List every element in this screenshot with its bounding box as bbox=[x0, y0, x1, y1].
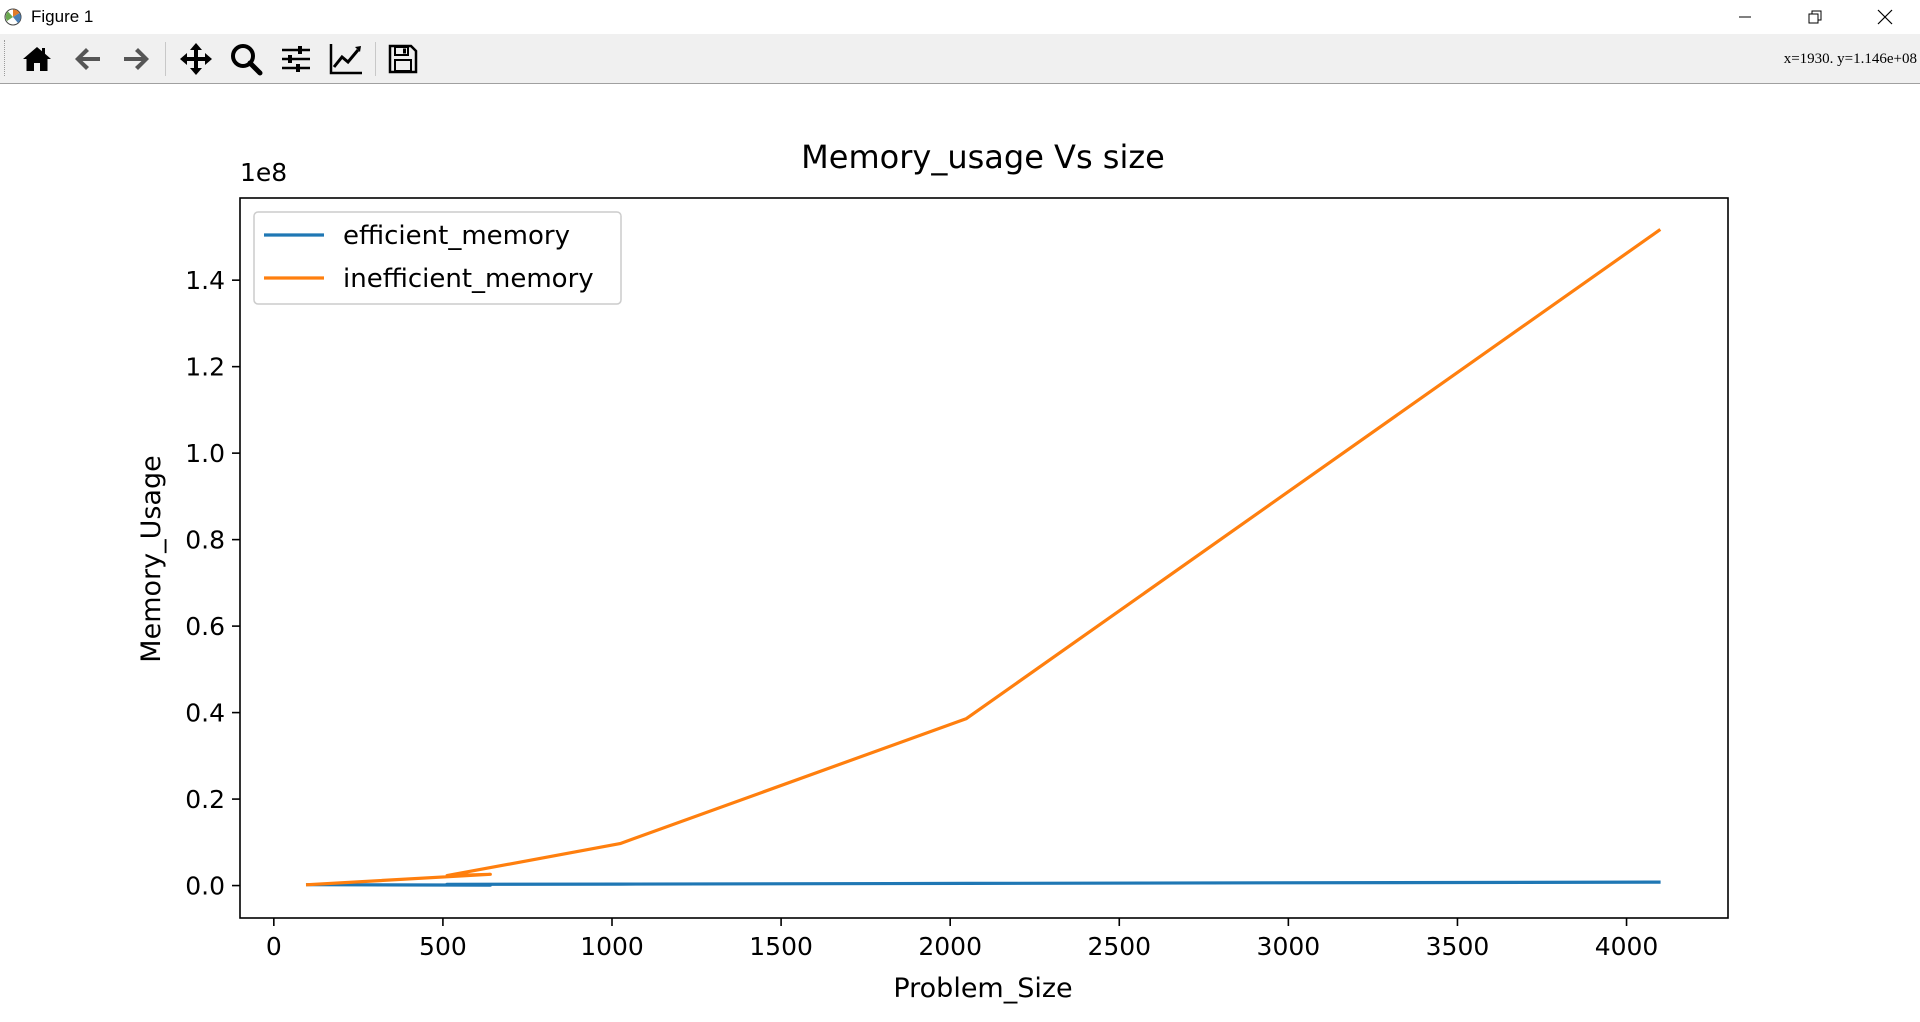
cursor-coordinates: x=1930. y=1.146e+08 bbox=[1783, 51, 1917, 67]
x-tick-label: 0 bbox=[266, 932, 282, 961]
x-tick-label: 500 bbox=[419, 932, 467, 961]
home-icon bbox=[23, 47, 51, 71]
minimize-icon bbox=[1739, 16, 1751, 18]
toolbar-separator bbox=[165, 42, 166, 76]
forward-button[interactable] bbox=[117, 39, 157, 79]
x-tick-label: 2500 bbox=[1087, 932, 1151, 961]
series-line-inefficient-memory bbox=[305, 228, 1662, 887]
home-button[interactable] bbox=[17, 39, 57, 79]
y-tick-label: 0.2 bbox=[185, 785, 225, 814]
y-tick-label: 0.4 bbox=[185, 699, 225, 728]
magnifier-icon bbox=[231, 44, 263, 76]
y-tick-label: 0.6 bbox=[185, 612, 225, 641]
restore-icon bbox=[1808, 10, 1822, 24]
legend: efficient_memory inefficient_memory bbox=[253, 211, 622, 305]
y-axis-label: Memory_Usage bbox=[136, 455, 167, 662]
x-tick-label: 1000 bbox=[580, 932, 644, 961]
chart-title: Memory_usage Vs size bbox=[801, 138, 1165, 176]
edit-axis-button[interactable] bbox=[326, 39, 366, 79]
legend-label: inefficient_memory bbox=[343, 264, 594, 294]
arrow-left-icon bbox=[75, 48, 100, 70]
back-button[interactable] bbox=[67, 39, 107, 79]
restore-button[interactable] bbox=[1780, 0, 1850, 34]
zoom-button[interactable] bbox=[226, 39, 266, 79]
legend-box bbox=[253, 211, 622, 305]
figure-canvas[interactable]: Memory_usage Vs size 1e8 0 500 1000 1500 200… bbox=[0, 85, 1920, 1018]
x-tick-label: 3000 bbox=[1257, 932, 1321, 961]
y-tick-label: 1.2 bbox=[185, 353, 225, 382]
chart[interactable]: Memory_usage Vs size 1e8 0 500 1000 1500 200… bbox=[0, 85, 1920, 1018]
x-tick-label: 2000 bbox=[918, 932, 982, 961]
sliders-icon bbox=[282, 46, 310, 72]
x-tick-label: 1500 bbox=[749, 932, 813, 961]
y-offset-text: 1e8 bbox=[240, 158, 287, 187]
x-tick-label: 4000 bbox=[1595, 932, 1659, 961]
y-tick-label: 0.0 bbox=[185, 872, 225, 901]
y-tick-label: 0.8 bbox=[185, 526, 225, 555]
minimize-button[interactable] bbox=[1710, 0, 1780, 34]
arrow-right-icon bbox=[124, 48, 149, 70]
window-title: Figure 1 bbox=[31, 7, 94, 26]
toolbar-separator bbox=[375, 42, 376, 76]
close-icon bbox=[1877, 9, 1893, 25]
legend-label: efficient_memory bbox=[343, 221, 570, 251]
close-button[interactable] bbox=[1850, 0, 1920, 34]
save-button[interactable] bbox=[383, 39, 423, 79]
window-titlebar: Figure 1 bbox=[0, 0, 1920, 34]
navigation-toolbar: x=1930. y=1.146e+08 bbox=[0, 34, 1920, 84]
y-tick-label: 1.4 bbox=[185, 266, 225, 295]
series-line-efficient-memory bbox=[305, 880, 1661, 887]
matplotlib-logo-icon bbox=[4, 8, 22, 26]
x-tick-label: 3500 bbox=[1426, 932, 1490, 961]
pan-button[interactable] bbox=[176, 39, 216, 79]
line-chart-icon bbox=[329, 44, 362, 75]
move-icon bbox=[180, 43, 212, 75]
toolbar-grip[interactable] bbox=[4, 40, 7, 76]
x-axis-label: Problem_Size bbox=[893, 973, 1072, 1004]
axes-frame bbox=[239, 197, 1729, 919]
floppy-disk-icon bbox=[388, 44, 418, 74]
configure-subplots-button[interactable] bbox=[276, 39, 316, 79]
y-tick-label: 1.0 bbox=[185, 439, 225, 468]
